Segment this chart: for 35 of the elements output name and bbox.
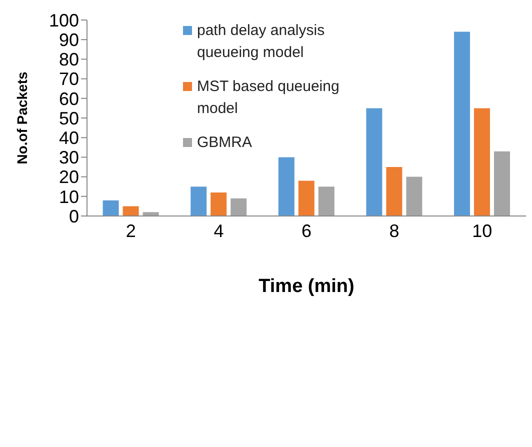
y-tick-label: 100 [48,10,79,30]
bar [454,32,470,216]
x-tick-label: 8 [389,220,400,241]
y-tick-label: 30 [58,148,79,168]
legend-label: GBMRA [197,133,252,153]
y-tick-label: 20 [58,167,79,188]
x-tick-label: 2 [126,220,136,241]
bar [298,180,314,216]
bar [494,151,510,216]
bar [474,108,490,216]
y-tick-label: 90 [58,30,79,50]
y-tick-label: 50 [58,108,79,128]
bar [210,192,227,216]
bar [318,186,334,216]
legend-label: MST based queueing model [197,77,340,119]
bar [278,157,294,216]
y-tick-label: 40 [58,128,79,148]
bar [122,206,139,216]
x-axis-title: Time (min) [258,276,354,297]
y-tick-label: 60 [58,88,79,109]
y-tick-label: 70 [58,69,79,90]
bar [366,108,382,216]
bar [406,176,422,216]
bar [102,200,119,216]
y-axis-title: No.of Packets [14,71,30,164]
x-tick-label: 6 [301,220,312,241]
legend-label: path delay analysis queueing model [197,21,326,63]
y-tick-label: 80 [58,50,79,70]
bar [230,198,247,216]
x-tick-label: 4 [214,220,224,241]
y-tick-label: 10 [58,186,79,207]
bar [190,186,207,216]
x-tick-label: 10 [472,220,492,241]
y-tick-label: 0 [68,206,79,226]
bar [386,167,402,216]
